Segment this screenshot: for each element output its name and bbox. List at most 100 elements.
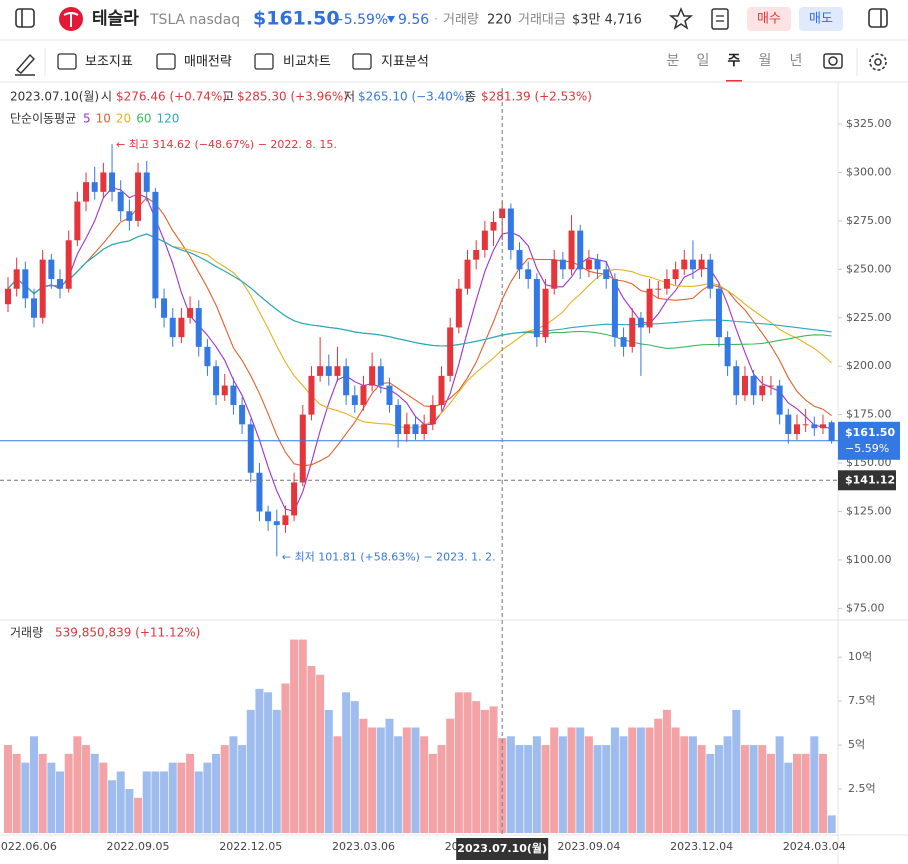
volume-pane-label: 거래량	[10, 626, 43, 640]
y-tick-label: $300.00	[846, 165, 892, 178]
moving-average	[7, 233, 832, 347]
volume-bar	[324, 709, 333, 833]
volume-bar	[12, 753, 21, 833]
candle-body	[100, 172, 107, 192]
y-tick-label: $75.00	[846, 601, 885, 614]
high-annotation: ← 최고 314.62 (−48.67%) − 2022. 8. 15.	[116, 138, 337, 151]
buy-button[interactable]	[747, 7, 791, 31]
camera-icon[interactable]	[823, 53, 843, 69]
volume-bar	[628, 727, 637, 833]
volume-bar	[38, 753, 47, 833]
volume-bar	[662, 709, 671, 833]
candle-body	[282, 515, 289, 526]
volume-bar	[116, 771, 125, 833]
volume-bar	[90, 753, 99, 833]
volume-bar	[151, 771, 160, 833]
settings-icon[interactable]	[869, 53, 887, 71]
memo-icon[interactable]	[711, 8, 729, 30]
candle-body	[195, 308, 202, 347]
info-low: $265.10 (−3.40%)	[358, 90, 469, 104]
candle-body	[403, 424, 410, 435]
candle-body	[689, 259, 696, 270]
logo-mark	[63, 12, 79, 27]
candle-body	[213, 366, 220, 396]
period-tab[interactable]: 주	[728, 53, 741, 69]
volume-bar	[177, 762, 186, 833]
volume-bar	[350, 701, 359, 833]
candle-body	[360, 385, 367, 405]
candle-body	[533, 279, 540, 338]
volume-bar	[142, 771, 151, 833]
candle-body	[438, 375, 445, 405]
tool-item[interactable]: 지표분석	[381, 55, 429, 70]
candle-body	[802, 424, 809, 426]
volume-bar	[541, 745, 550, 833]
volume-bar	[56, 771, 65, 833]
candle-body	[637, 317, 644, 328]
candle-body	[785, 414, 792, 435]
sidebar-icon[interactable]	[15, 8, 35, 28]
candle-body	[265, 511, 272, 522]
sell-button[interactable]	[799, 7, 843, 31]
volume-bar	[498, 738, 507, 833]
candle-body	[793, 424, 800, 435]
volume-bar	[30, 736, 39, 833]
volume-bar	[21, 762, 30, 833]
y-tick-label: $200.00	[846, 359, 892, 372]
candle-body	[351, 395, 358, 405]
candle-body	[759, 385, 766, 396]
buy-label: 매수	[757, 12, 781, 27]
candle-body	[204, 346, 211, 367]
info-open-label: 시	[101, 90, 112, 104]
tool-item[interactable]: 비교차트	[283, 55, 331, 70]
info-date: 2023.07.10(월)	[10, 90, 99, 104]
volume-bar	[290, 639, 299, 833]
candle-body	[542, 288, 549, 338]
tool-icon[interactable]	[156, 53, 176, 70]
candle-body	[308, 375, 315, 415]
tool-icon[interactable]	[352, 53, 372, 70]
period-tab[interactable]: 월	[759, 53, 772, 69]
candle-body	[178, 317, 185, 338]
volume-bar	[472, 701, 481, 833]
period-tab[interactable]: 년	[790, 53, 803, 69]
candle-body	[698, 259, 705, 270]
volume-bar	[584, 736, 593, 833]
volume-bar	[420, 736, 429, 833]
candle-body	[31, 298, 38, 318]
info-close: $281.39 (+2.53%)	[481, 90, 592, 104]
volume-bar	[654, 718, 663, 833]
candle-body	[325, 366, 332, 376]
tool-icon[interactable]	[57, 53, 77, 70]
panel-icon[interactable]	[868, 8, 888, 28]
tool-icon[interactable]	[254, 53, 274, 70]
volume-tick-label: 2.5억	[848, 782, 876, 795]
volume-bar	[264, 692, 273, 833]
candle-body	[715, 288, 722, 338]
volume-bar	[220, 745, 229, 833]
volume-bar	[428, 753, 437, 833]
period-tab[interactable]: 일	[697, 53, 710, 69]
draw-icon[interactable]	[15, 53, 35, 76]
tool-item[interactable]: 보조지표	[85, 55, 133, 70]
volume-bar	[298, 639, 307, 833]
candle-body	[143, 172, 150, 192]
change-abs: 9.56	[398, 12, 429, 28]
candle-body	[611, 279, 618, 338]
volume-bar	[238, 745, 247, 833]
volume-bar	[801, 753, 810, 833]
period-tab[interactable]: 분	[667, 53, 680, 69]
volume-bar	[671, 727, 680, 833]
candle-body	[299, 414, 306, 483]
favorite-icon[interactable]	[668, 7, 694, 30]
tool-item[interactable]: 매매전략	[184, 55, 232, 70]
candle-body	[603, 269, 610, 280]
candle-body	[620, 337, 627, 347]
volume-bar	[463, 692, 472, 833]
volume-bar	[194, 771, 203, 833]
candle-body	[707, 259, 714, 289]
candle-body	[811, 424, 818, 429]
candle-body	[187, 308, 194, 318]
volume-bar	[316, 674, 325, 833]
